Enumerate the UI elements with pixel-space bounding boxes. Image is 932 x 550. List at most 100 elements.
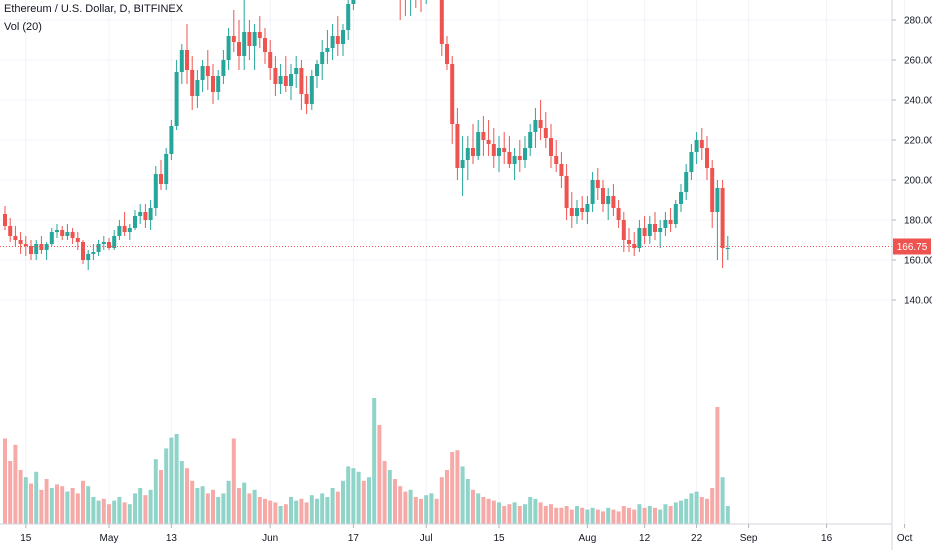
volume-bar (424, 495, 429, 524)
candle-body (450, 64, 455, 124)
volume-bar (653, 507, 657, 524)
candle (642, 216, 647, 244)
candle (445, 36, 449, 70)
candle (668, 208, 673, 232)
candle-body (523, 148, 527, 160)
volume-bar (351, 468, 356, 524)
volume-bar (507, 504, 512, 524)
time-axis[interactable]: 15 May 13 Jun 17 Jul 15 Aug 12 22 Sep 16 Oct (0, 523, 913, 544)
candle (399, 0, 401, 20)
candle (710, 160, 715, 228)
candle-body (694, 140, 699, 152)
candle (330, 24, 335, 60)
candle-body (81, 242, 85, 260)
volume-bar (606, 507, 611, 524)
candle-body (13, 236, 18, 240)
volume-bar (283, 504, 288, 524)
candle (450, 56, 455, 144)
candle (460, 136, 465, 196)
candle-body (44, 244, 49, 250)
symbol-legend[interactable]: Ethereum / U.S. Dollar, D, BITFINEX (4, 3, 184, 15)
candle (221, 50, 226, 84)
volume-bar (725, 506, 730, 524)
candle-body (237, 42, 241, 56)
volume-bar (75, 493, 80, 524)
volume-bar (616, 511, 621, 524)
volume-bar (169, 437, 174, 524)
candle-body (216, 76, 221, 92)
volume-bar (315, 498, 319, 524)
volume-bar (49, 488, 54, 524)
volume-bar (29, 483, 33, 524)
candle-body (330, 36, 335, 48)
volume-bar (107, 504, 111, 524)
volume-bar (403, 491, 408, 524)
volume-bar (471, 489, 475, 524)
candle (543, 112, 548, 148)
candle-body (273, 68, 278, 84)
volume-legend[interactable]: Vol (20) (4, 21, 42, 33)
candle (476, 120, 481, 160)
candle (420, 0, 422, 12)
candle-body (49, 232, 54, 244)
candle-body (101, 242, 106, 244)
candle-body (8, 226, 13, 236)
volume-bar (564, 506, 569, 524)
candle-body (195, 80, 200, 96)
volume-bar (81, 480, 85, 524)
volume-bar (44, 479, 49, 524)
volume-bar (590, 507, 595, 524)
volume-bar (398, 486, 403, 524)
price-tick-label: 280.00 (904, 16, 932, 27)
volume-bar (304, 502, 309, 524)
candle-body (143, 212, 148, 220)
price-tick-label: 160.00 (904, 256, 932, 267)
candle-body (580, 208, 585, 212)
volume-bar (195, 488, 200, 524)
time-tick-label: 17 (348, 533, 360, 544)
candle-body (606, 196, 611, 204)
candle (486, 120, 491, 156)
candle-body (278, 76, 283, 84)
time-tick-label: 12 (639, 533, 651, 544)
candle (341, 24, 345, 56)
candle-body (107, 242, 111, 248)
volume-bar (278, 506, 283, 524)
volume-bar (221, 493, 226, 524)
volume-bar (465, 479, 470, 524)
candle (580, 196, 585, 220)
volume-bar (601, 511, 605, 524)
candle-body (242, 32, 247, 56)
volume-bar (247, 493, 252, 524)
candle (621, 212, 626, 252)
volume-bar (413, 497, 418, 524)
volume-bar (720, 477, 725, 524)
volume-bar (335, 491, 340, 524)
candle-body (673, 204, 678, 224)
candle-body (491, 144, 496, 156)
price-axis[interactable]: 140.00 160.00 180.00 200.00 220.00 240.00 260.… (891, 0, 932, 550)
candle (231, 10, 236, 52)
volume-bar (143, 495, 148, 524)
candle-body (575, 208, 579, 216)
candle (410, 0, 412, 16)
candle-body (471, 148, 475, 156)
candle (512, 148, 517, 180)
volume-bar (445, 470, 449, 524)
volume-bar (715, 407, 720, 524)
candle-body (689, 152, 694, 172)
candle (242, 0, 247, 70)
candle-body (533, 120, 538, 132)
volume-bar (18, 470, 23, 524)
candle (705, 136, 709, 180)
candle (725, 236, 730, 260)
candle-body (211, 76, 215, 92)
candle (611, 184, 616, 216)
candle-body (289, 74, 293, 86)
candle-body (127, 228, 132, 232)
candle-body (549, 138, 553, 156)
volume-bar (211, 489, 215, 524)
candle-body (715, 188, 720, 212)
